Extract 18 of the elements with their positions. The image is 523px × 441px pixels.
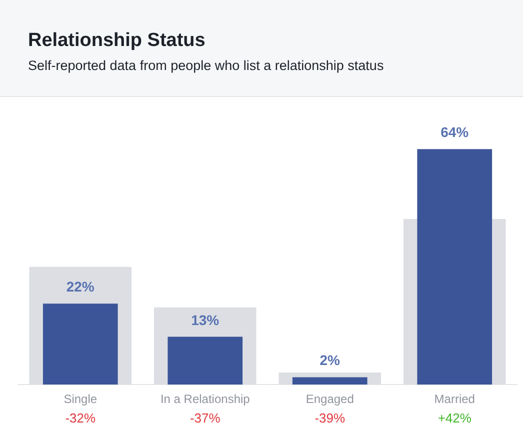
bar [168,336,243,385]
data-label: 22% [66,278,95,295]
text: +42% [438,410,472,426]
bar [42,304,118,385]
bar [292,377,368,385]
bar [417,149,492,385]
x-tick-label: In a Relationship [160,392,250,406]
x-tick-label: Single [64,392,98,406]
x-tick-label: Engaged [306,392,354,406]
chart-subtitle: Self-reported data from people who list a relationship status [28,58,385,73]
text: -32% [65,410,96,426]
chart-title: Relationship Status [28,30,206,52]
text: -39% [314,410,346,426]
x-tick-label: Married [434,392,475,406]
text: -37% [190,410,221,426]
data-label: 2% [320,352,341,368]
data-label: 64% [440,124,470,140]
data-label: 13% [191,312,220,328]
